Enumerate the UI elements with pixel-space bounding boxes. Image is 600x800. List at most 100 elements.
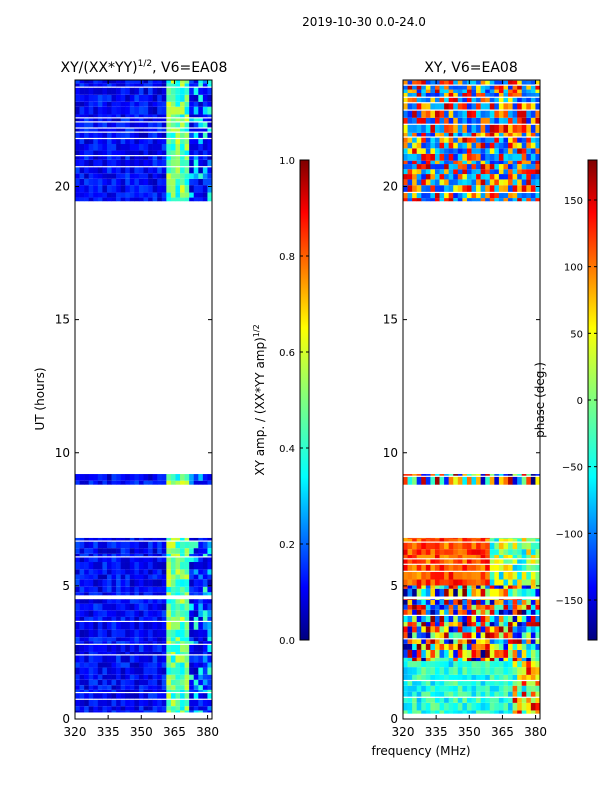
heatmap-cell xyxy=(102,118,108,122)
heatmap-cell xyxy=(84,603,89,611)
heatmap-cell xyxy=(148,689,153,692)
heatmap-cell xyxy=(143,579,149,587)
heatmap-cell xyxy=(448,661,454,668)
heatmap-cell xyxy=(466,474,472,476)
heatmap-cell xyxy=(448,554,454,559)
heatmap-cell xyxy=(129,167,135,174)
heatmap-cell xyxy=(535,542,541,550)
heatmap-cell xyxy=(412,691,417,697)
heatmap-cell xyxy=(106,644,112,652)
heatmap-cell xyxy=(503,643,509,650)
heatmap-cell xyxy=(143,603,149,611)
heatmap-cell xyxy=(193,644,199,652)
heatmap-cell xyxy=(480,661,486,668)
heatmap-cell xyxy=(457,142,463,149)
y-tick-label: 15 xyxy=(55,313,70,327)
heatmap-cell xyxy=(416,110,422,118)
heatmap-cell xyxy=(466,92,472,97)
heatmap-cell xyxy=(120,118,126,122)
heatmap-cell xyxy=(207,637,213,642)
heatmap-cell xyxy=(161,192,167,198)
heatmap-cell xyxy=(102,706,108,711)
heatmap-cell xyxy=(480,622,486,627)
heatmap-cell xyxy=(116,80,121,84)
heatmap-cell xyxy=(207,674,213,680)
heatmap-cell xyxy=(143,685,149,690)
heatmap-cell xyxy=(166,156,172,160)
heatmap-cell xyxy=(198,118,204,122)
heatmap-cell xyxy=(416,185,422,192)
heatmap-cell xyxy=(521,632,527,639)
heatmap-cell xyxy=(143,80,149,84)
heatmap-cell xyxy=(430,615,436,623)
heatmap-cell xyxy=(180,667,185,675)
heatmap-cell xyxy=(448,571,454,580)
heatmap-cell xyxy=(466,632,472,639)
heatmap-cell xyxy=(457,681,463,686)
heatmap-cell xyxy=(471,554,477,559)
heatmap-cell xyxy=(403,661,408,668)
heatmap-cell xyxy=(102,197,108,202)
heatmap-cell xyxy=(202,616,208,621)
heatmap-cell xyxy=(425,137,431,143)
heatmap-cell xyxy=(512,137,518,143)
heatmap-cell xyxy=(129,80,135,84)
heatmap-cell xyxy=(425,476,431,485)
heatmap-cell xyxy=(526,110,532,118)
heatmap-cell xyxy=(129,610,135,617)
heatmap-cell xyxy=(503,661,509,668)
heatmap-cell xyxy=(462,626,468,633)
heatmap-cell xyxy=(93,101,99,107)
heatmap-cell xyxy=(138,548,144,554)
heatmap-cell xyxy=(97,83,103,87)
heatmap-cell xyxy=(453,164,459,170)
heatmap-cell xyxy=(444,80,449,85)
heatmap-cell xyxy=(416,137,422,143)
heatmap-cell xyxy=(202,651,208,655)
heatmap-cell xyxy=(421,103,427,110)
heatmap-cell xyxy=(88,674,94,680)
heatmap-cell xyxy=(102,710,108,713)
heatmap-cell xyxy=(457,132,463,137)
heatmap-cell xyxy=(471,92,477,97)
heatmap-cell xyxy=(202,101,208,107)
heatmap-cell xyxy=(421,702,427,711)
heatmap-cell xyxy=(485,585,491,589)
heatmap-cell xyxy=(521,85,527,90)
heatmap-cell xyxy=(157,592,163,596)
heatmap-cell xyxy=(430,667,436,675)
heatmap-cell xyxy=(175,637,181,642)
heatmap-cell xyxy=(198,706,204,711)
heatmap-cell xyxy=(512,179,518,186)
heatmap-cell xyxy=(521,198,527,202)
heatmap-cell xyxy=(430,92,436,97)
heatmap-cell xyxy=(189,637,195,642)
heatmap-cell xyxy=(180,569,185,575)
heatmap-cell xyxy=(434,622,440,627)
heatmap-cell xyxy=(498,657,504,662)
heatmap-cell xyxy=(430,124,436,133)
heatmap-cell xyxy=(157,185,163,193)
heatmap-cell xyxy=(448,92,454,97)
heatmap-cell xyxy=(485,148,491,154)
heatmap-cell xyxy=(143,569,149,575)
heatmap-cell xyxy=(88,562,94,570)
heatmap-cell xyxy=(97,548,103,554)
heatmap-cell xyxy=(111,480,117,485)
heatmap-cell xyxy=(170,685,176,690)
heatmap-cell xyxy=(407,657,413,662)
heatmap-cell xyxy=(462,142,468,149)
heatmap-cell xyxy=(202,710,208,713)
heatmap-cell xyxy=(180,651,185,655)
heatmap-cell xyxy=(498,599,504,600)
heatmap-cell xyxy=(202,629,208,638)
heatmap-cell xyxy=(457,626,463,633)
heatmap-cell xyxy=(175,132,181,138)
heatmap-cell xyxy=(434,554,440,559)
heatmap-cell xyxy=(111,637,117,642)
heatmap-cell xyxy=(412,632,417,639)
heatmap-cell xyxy=(521,661,527,668)
heatmap-cell xyxy=(439,667,445,675)
heatmap-cell xyxy=(111,553,117,557)
heatmap-cell xyxy=(198,651,204,655)
